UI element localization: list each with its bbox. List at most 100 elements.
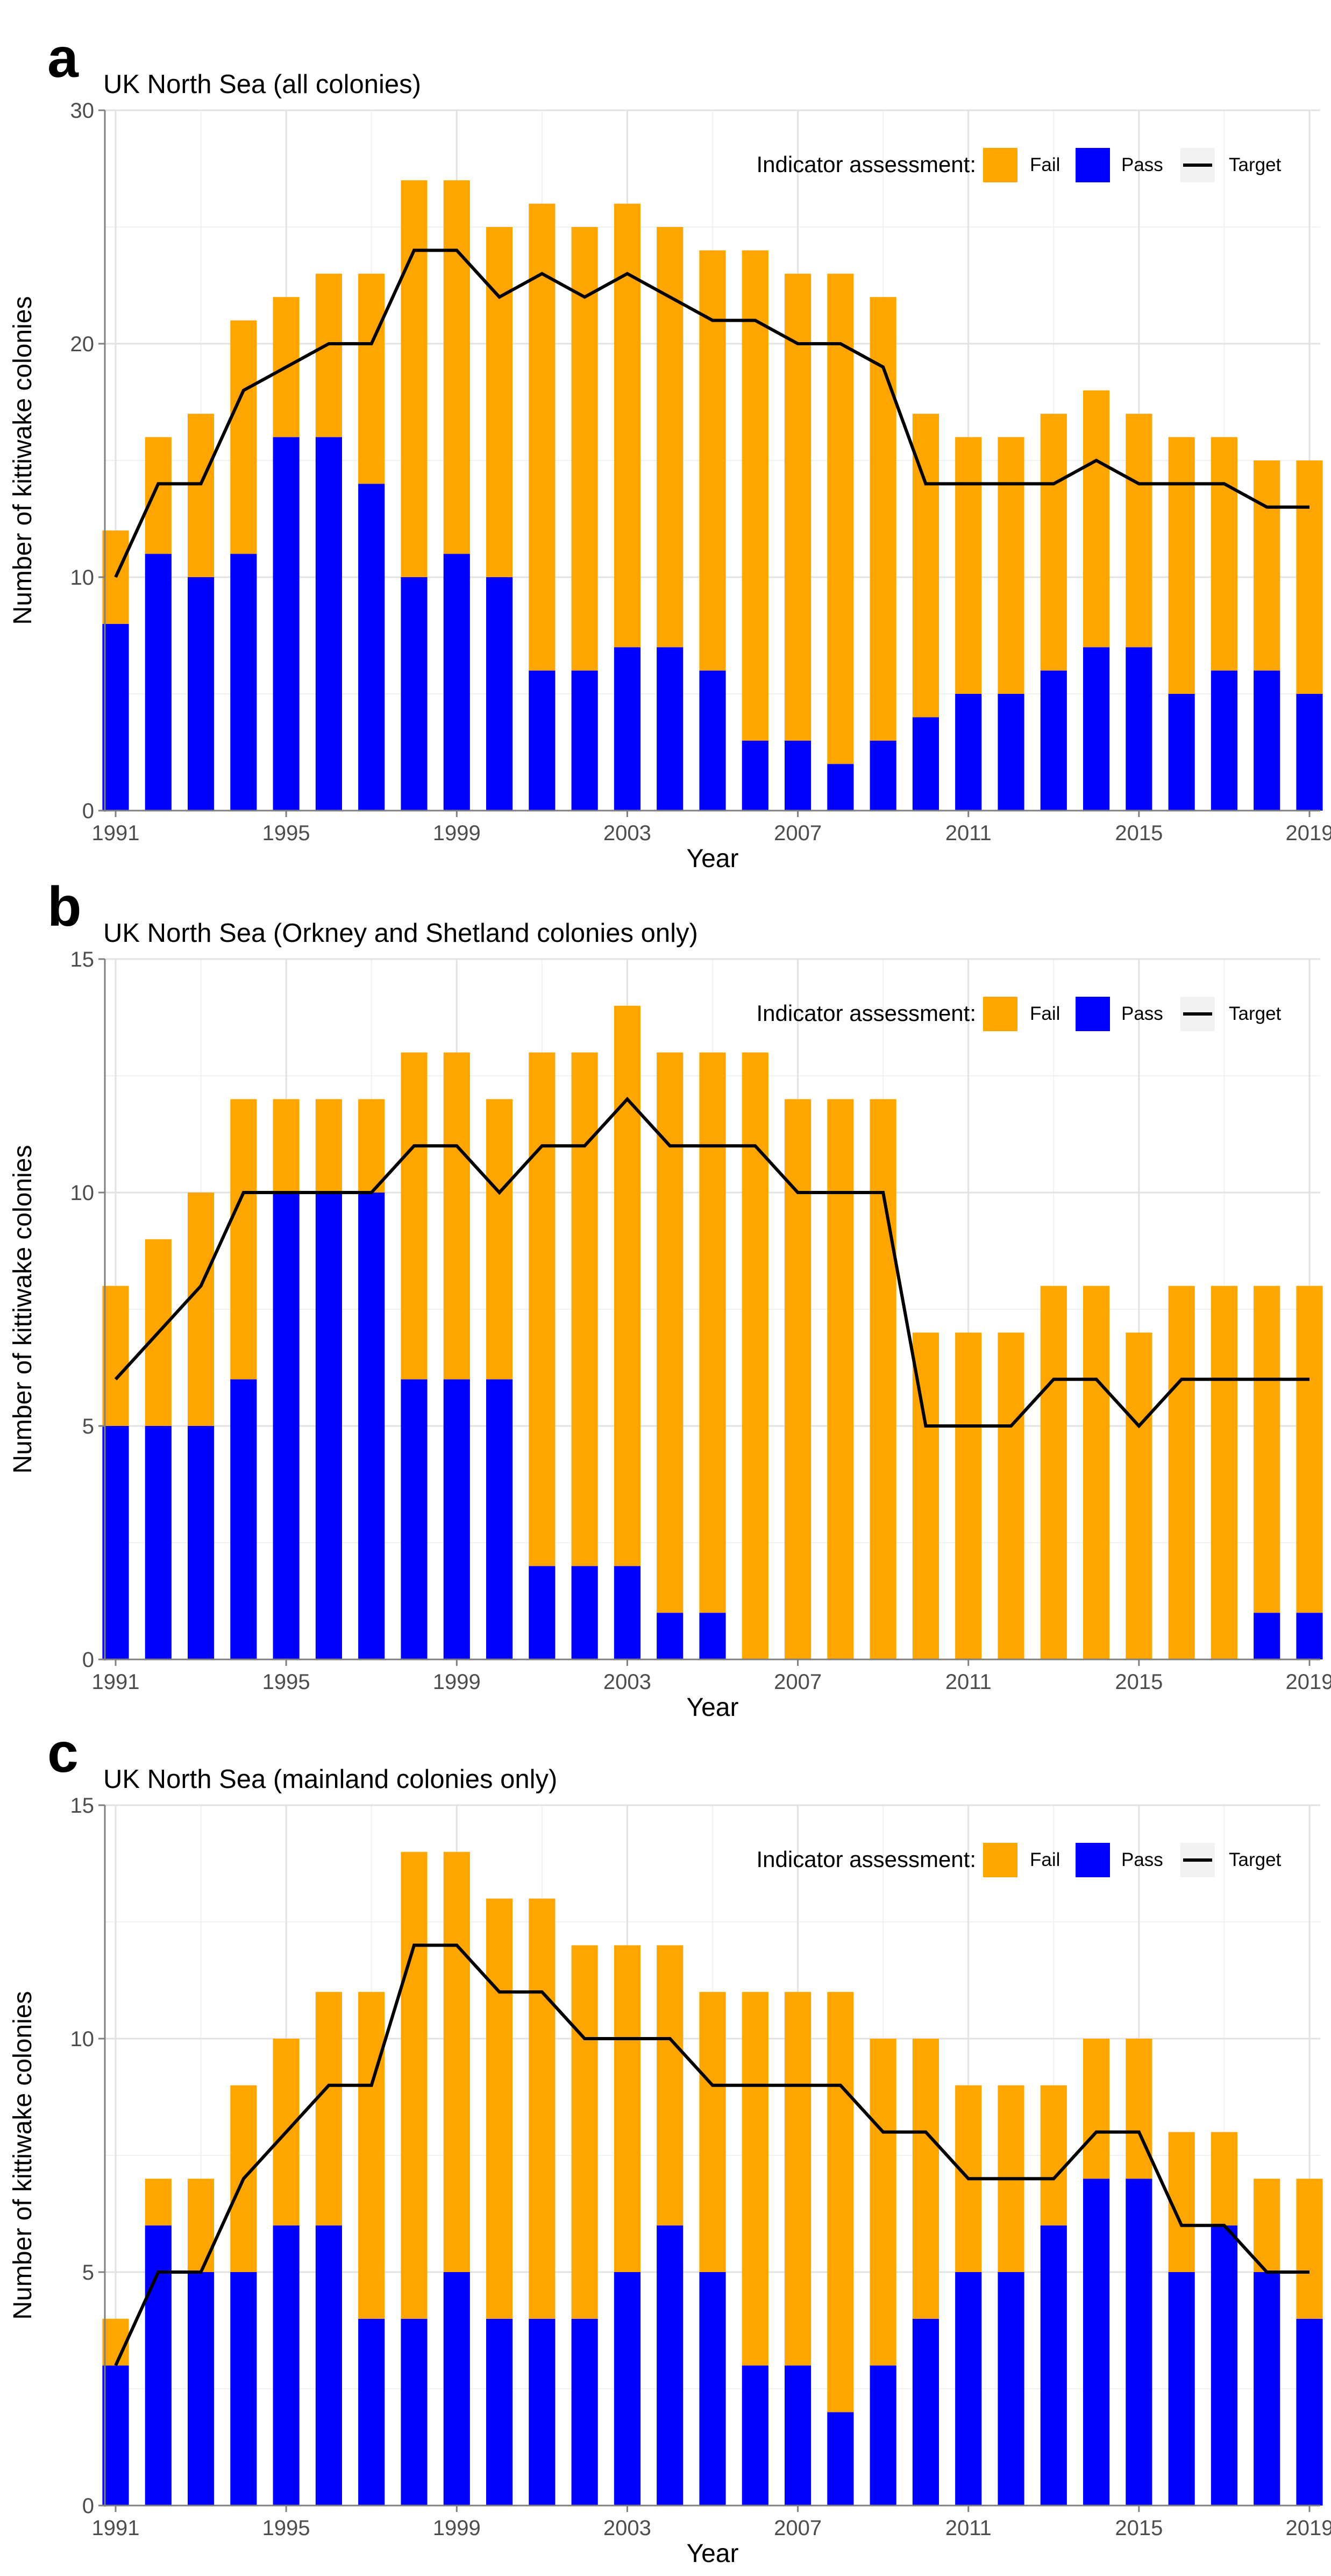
x-axis-title: Year	[687, 1693, 739, 1722]
legend-target-label: Target	[1229, 1849, 1282, 1870]
bar-fail-2008	[827, 1992, 854, 2412]
bar-pass-2006	[742, 740, 768, 811]
x-tick-label: 2003	[603, 2516, 651, 2540]
bar-pass-1994	[230, 2272, 257, 2506]
panel-c: c UK North Sea (mainland colonies only) 0 5…	[9, 1722, 1331, 2568]
bar-pass-2018	[1254, 2272, 1280, 2506]
bar-pass-2006	[742, 2365, 768, 2506]
bar-fail-2015	[1126, 2039, 1152, 2179]
x-tick-label: 2015	[1115, 2516, 1163, 2540]
bar-fail-2004	[657, 1945, 684, 2226]
y-tick-label: 0	[82, 799, 94, 823]
bar-fail-1997	[358, 1992, 385, 2319]
bar-pass-2019	[1296, 694, 1323, 811]
bar-fail-1991	[102, 1286, 129, 1426]
bar-pass-1995	[273, 437, 300, 811]
bar-pass-1997	[358, 484, 385, 811]
y-tick-label: 0	[82, 1648, 94, 1672]
bar-fail-1997	[358, 1099, 385, 1193]
bar-pass-2004	[657, 1613, 684, 1659]
bar-fail-2008	[827, 273, 854, 764]
bar-pass-2005	[699, 670, 726, 811]
bar-fail-2011	[955, 1332, 982, 1659]
legend-pass-label: Pass	[1121, 1849, 1163, 1870]
panel-letter: b	[47, 876, 82, 938]
bar-fail-1993	[187, 414, 215, 577]
bar-pass-2013	[1040, 2225, 1067, 2506]
bar-fail-2006	[742, 1992, 768, 2366]
bar-pass-1996	[315, 2225, 343, 2506]
bar-pass-2010	[912, 2318, 939, 2506]
bar-fail-2011	[955, 437, 982, 694]
bar-pass-1999	[443, 553, 470, 811]
chart-title: UK North Sea (mainland colonies only)	[103, 1765, 557, 1794]
bar-fail-2014	[1083, 390, 1110, 648]
bar-pass-1994	[230, 1379, 257, 1659]
bar-pass-2019	[1296, 1613, 1323, 1659]
bar-pass-1998	[401, 577, 428, 811]
bar-fail-1994	[230, 320, 257, 554]
panel-b: b UK North Sea (Orkney and Shetland colon…	[9, 876, 1331, 1722]
bar-pass-1991	[102, 623, 129, 811]
x-tick-label: 2011	[945, 1670, 992, 1694]
y-tick-label: 15	[70, 1794, 95, 1818]
bar-fail-2019	[1296, 2178, 1323, 2319]
x-tick-label: 2019	[1286, 1670, 1331, 1694]
x-tick-label: 1995	[262, 1670, 310, 1694]
bar-fail-1995	[273, 1099, 300, 1193]
bar-pass-2000	[486, 1379, 513, 1659]
bar-fail-2003	[614, 1945, 641, 2272]
bar-fail-2017	[1211, 1286, 1238, 1659]
y-tick-label: 5	[82, 1415, 94, 1438]
bar-fail-2013	[1040, 2085, 1067, 2226]
bar-fail-2004	[657, 227, 684, 648]
bar-pass-2017	[1211, 670, 1238, 811]
bar-fail-2002	[571, 1945, 598, 2319]
bar-pass-2010	[912, 717, 939, 811]
bar-pass-1999	[443, 1379, 470, 1659]
bar-pass-2002	[571, 2318, 598, 2506]
bar-pass-2009	[870, 2365, 896, 2506]
x-tick-label: 2007	[774, 2516, 822, 2540]
bar-pass-2002	[571, 1566, 598, 1659]
bar-pass-2003	[614, 2272, 641, 2506]
bar-fail-1996	[315, 273, 343, 437]
x-tick-label: 2015	[1115, 821, 1163, 845]
bar-pass-2019	[1296, 2318, 1323, 2506]
bar-fail-2003	[614, 1005, 641, 1566]
bar-pass-1998	[401, 2318, 428, 2506]
y-tick-label: 20	[70, 332, 95, 356]
bar-pass-1993	[187, 577, 215, 811]
bar-pass-1997	[358, 1193, 385, 1659]
bar-fail-2005	[699, 250, 726, 671]
y-tick-label: 10	[70, 2027, 95, 2051]
bar-pass-2003	[614, 1566, 641, 1659]
bar-fail-2014	[1083, 1286, 1110, 1659]
legend-title: Indicator assessment:	[756, 1000, 976, 1026]
legend-fail-swatch	[983, 997, 1017, 1031]
bar-fail-1999	[443, 180, 470, 554]
bar-fail-1993	[187, 2178, 215, 2272]
bar-pass-1995	[273, 1193, 300, 1659]
bar-pass-2018	[1254, 1613, 1280, 1659]
y-tick-label: 5	[82, 2261, 94, 2284]
panel-letter: c	[47, 1722, 79, 1784]
y-tick-label: 10	[70, 566, 95, 590]
bar-fail-1992	[145, 437, 172, 554]
x-tick-label: 1995	[262, 821, 310, 845]
legend-fail-swatch	[983, 148, 1017, 182]
x-tick-label: 1995	[262, 2516, 310, 2540]
bar-pass-1993	[187, 1426, 215, 1659]
bar-pass-2008	[827, 764, 854, 811]
bar-pass-2016	[1168, 2272, 1195, 2506]
bar-fail-2000	[486, 227, 513, 577]
bar-fail-1992	[145, 2178, 172, 2226]
bar-pass-2004	[657, 647, 684, 811]
bar-pass-2000	[486, 2318, 513, 2506]
bar-fail-1998	[401, 1052, 428, 1380]
legend-target-label: Target	[1229, 154, 1282, 175]
y-tick-label: 0	[82, 2494, 94, 2518]
bar-pass-1993	[187, 2272, 215, 2506]
bar-pass-2011	[955, 2272, 982, 2506]
bar-fail-1996	[315, 1099, 343, 1193]
